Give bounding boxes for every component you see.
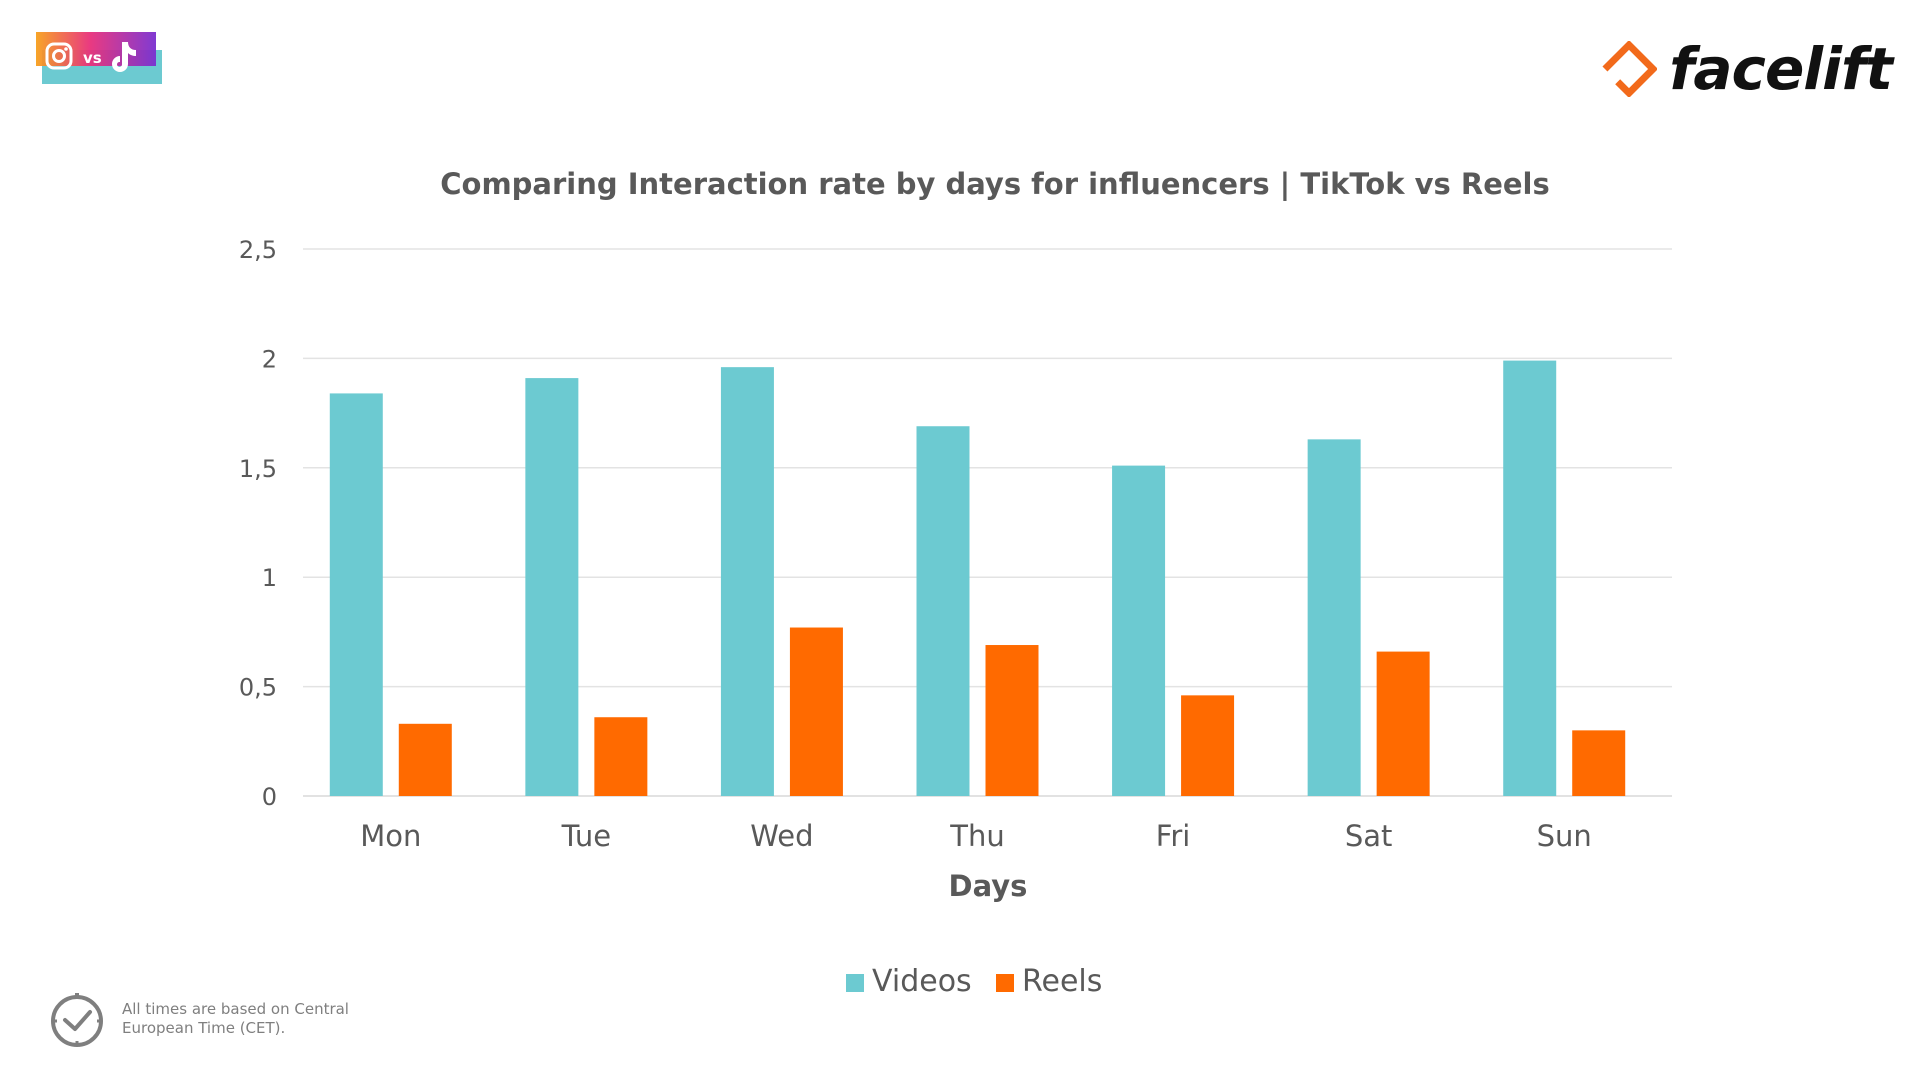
footnote-line-2: European Time (CET). <box>122 1019 286 1037</box>
bars <box>329 360 1626 796</box>
tiktok-icon <box>112 42 136 72</box>
bar-reels-sun <box>1572 730 1626 796</box>
y-tick-label: 1,5 <box>239 455 277 483</box>
bar-reels-sat <box>1376 651 1430 796</box>
x-tick-label: Sat <box>1345 819 1393 853</box>
bar-reels-tue <box>594 717 648 796</box>
chart-title: Comparing Interaction rate by days for i… <box>440 167 1550 201</box>
facelift-logo: facelift <box>1601 34 1893 104</box>
facelift-mark-icon <box>1601 41 1658 97</box>
bar-reels-fri <box>1181 695 1235 796</box>
bar-videos-sun <box>1503 360 1557 796</box>
y-tick-label: 0,5 <box>239 674 277 702</box>
brand-wordmark: facelift <box>1669 35 1893 103</box>
x-tick-label: Tue <box>561 819 612 853</box>
x-tick-label: Thu <box>949 819 1004 853</box>
x-tick-label: Wed <box>750 819 813 853</box>
x-axis-title: Days <box>949 869 1028 903</box>
bar-reels-wed <box>789 627 843 796</box>
badge-vs-text: vs <box>83 49 102 67</box>
timezone-footnote: All times are based on Central European … <box>48 990 352 1048</box>
instagram-icon <box>45 42 73 70</box>
x-tick-label: Fri <box>1156 819 1191 853</box>
clock-icon <box>51 993 103 1047</box>
bar-reels-thu <box>985 645 1039 796</box>
bar-videos-sat <box>1307 439 1361 796</box>
legend-label-reels: Reels <box>1022 964 1102 999</box>
footnote-text: All times are based on Central European … <box>122 1000 352 1038</box>
bar-videos-tue <box>525 378 579 796</box>
platform-badge: vs <box>36 32 164 88</box>
bar-videos-fri <box>1112 465 1166 796</box>
legend-label-videos: Videos <box>872 964 972 999</box>
y-tick-label: 2 <box>262 345 277 373</box>
x-tick-label: Mon <box>360 819 421 853</box>
legend-swatch-reels <box>996 974 1014 992</box>
y-tick-label: 0 <box>262 783 277 811</box>
bar-reels-mon <box>398 723 452 796</box>
x-axis-categories: Mon Tue Wed Thu Fri Sat Sun <box>360 819 1592 853</box>
bar-videos-wed <box>720 367 774 796</box>
legend: Videos Reels <box>846 964 1102 999</box>
bar-videos-mon <box>329 393 383 796</box>
x-tick-label: Sun <box>1537 819 1592 853</box>
y-tick-label: 2,5 <box>239 236 277 264</box>
legend-swatch-videos <box>846 974 864 992</box>
footnote-line-1: All times are based on Central <box>122 1000 349 1018</box>
bar-videos-thu <box>916 426 970 796</box>
y-axis-ticks: 0 0,5 1 1,5 2 2,5 <box>239 236 277 811</box>
y-tick-label: 1 <box>262 564 277 592</box>
